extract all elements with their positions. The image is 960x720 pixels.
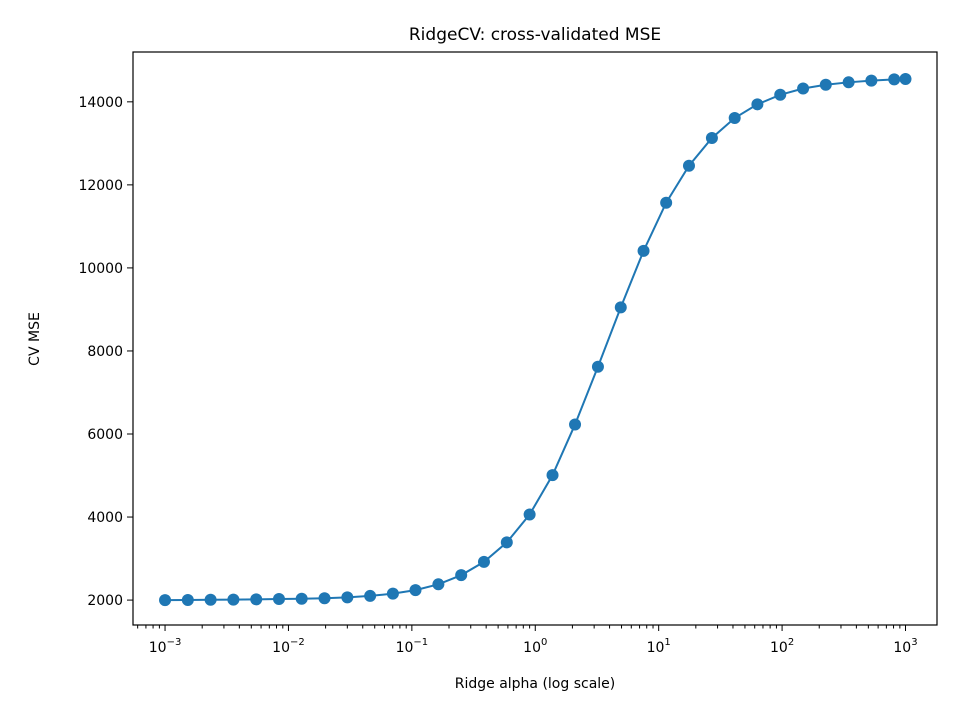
x-tick-label-exponent: −1 xyxy=(413,637,428,648)
data-point xyxy=(250,593,263,606)
x-axis-label: Ridge alpha (log scale) xyxy=(455,676,616,692)
x-tick-label-exponent: −2 xyxy=(290,637,305,648)
series-layer xyxy=(159,72,912,607)
x-tick-label-exponent: 0 xyxy=(541,637,547,648)
data-point xyxy=(181,593,194,606)
x-tick-label-base: 10 xyxy=(770,640,788,656)
data-point xyxy=(705,131,718,144)
plot-frame xyxy=(132,51,938,626)
data-point xyxy=(227,593,240,606)
y-tick-label: 2000 xyxy=(87,593,123,609)
x-tick-label-base: 10 xyxy=(396,640,414,656)
data-point xyxy=(159,594,172,607)
data-point xyxy=(682,159,695,172)
x-axis-ticks: 10−3 10−2 10−1 100 101 102 103 xyxy=(137,625,918,656)
data-point xyxy=(899,72,912,85)
data-point xyxy=(455,569,468,582)
y-tick-label: 4000 xyxy=(87,510,123,526)
data-point xyxy=(842,76,855,89)
x-tick-label-base: 10 xyxy=(523,640,541,656)
x-tick-label: 10−3 xyxy=(149,637,182,656)
x-tick-label: 10−2 xyxy=(272,637,305,656)
data-point xyxy=(865,74,878,87)
x-tick-label-exponent: −3 xyxy=(167,637,182,648)
data-point xyxy=(386,587,399,600)
data-point xyxy=(660,196,673,209)
x-tick-label: 10−1 xyxy=(396,637,429,656)
data-point xyxy=(272,593,285,606)
series-line xyxy=(165,77,906,602)
x-tick-label: 100 xyxy=(523,637,547,656)
data-point xyxy=(409,584,422,597)
y-tick-label: 14000 xyxy=(78,95,123,111)
data-point xyxy=(432,578,445,591)
data-point xyxy=(774,88,787,101)
data-point xyxy=(637,244,650,257)
data-point xyxy=(500,536,513,549)
x-tick-label-exponent: 2 xyxy=(788,637,794,648)
y-tick-label: 8000 xyxy=(87,344,123,360)
data-point xyxy=(295,592,308,605)
x-tick-label: 101 xyxy=(647,637,671,656)
data-point xyxy=(614,301,627,314)
x-tick-label: 103 xyxy=(893,637,917,656)
y-axis-ticks: 2000 4000 6000 8000 10000 12000 14000 xyxy=(78,95,133,609)
x-tick-label-base: 10 xyxy=(272,640,290,656)
data-point xyxy=(341,591,354,604)
x-tick-label-base: 10 xyxy=(647,640,665,656)
data-point xyxy=(204,593,217,606)
x-tick-label: 102 xyxy=(770,637,794,656)
data-point xyxy=(546,469,559,482)
y-tick-label: 10000 xyxy=(78,261,123,277)
data-point xyxy=(751,98,764,111)
y-tick-label: 12000 xyxy=(78,178,123,194)
data-point xyxy=(364,589,377,602)
data-point xyxy=(523,508,536,521)
x-tick-label-base: 10 xyxy=(893,640,911,656)
data-point xyxy=(819,78,832,91)
y-axis-label: CV MSE xyxy=(27,312,43,366)
data-point xyxy=(797,82,810,95)
data-point xyxy=(591,360,604,373)
x-tick-label-base: 10 xyxy=(149,640,167,656)
data-point xyxy=(888,73,901,86)
y-tick-label: 6000 xyxy=(87,427,123,443)
data-point xyxy=(318,592,331,605)
x-tick-label-exponent: 1 xyxy=(664,637,670,648)
chart-title: RidgeCV: cross-validated MSE xyxy=(409,25,661,45)
data-point xyxy=(728,112,741,125)
data-point xyxy=(569,418,582,431)
x-tick-label-exponent: 3 xyxy=(911,637,917,648)
data-point xyxy=(477,555,490,568)
